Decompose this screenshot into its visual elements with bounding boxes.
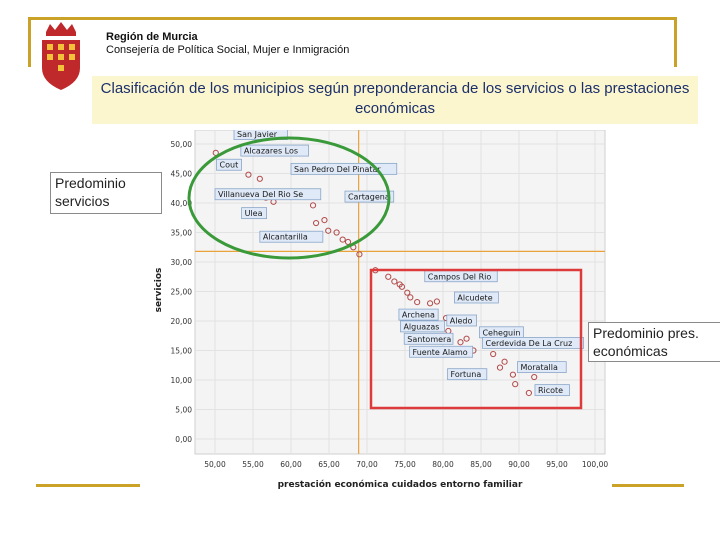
gold-rule-top bbox=[28, 17, 676, 20]
point-label-text: Fuente Alamo bbox=[413, 348, 468, 357]
point-label-text: Ricote bbox=[538, 386, 563, 395]
point-label: Fortuna bbox=[447, 368, 488, 381]
point-label: Santomera bbox=[403, 332, 454, 345]
economic-callout: Predominio pres. económicas bbox=[588, 322, 720, 362]
point-label-text: San Pedro Del Pinatar bbox=[294, 165, 381, 174]
point-label-text: Santomera bbox=[407, 335, 451, 344]
point-label: Alguazas bbox=[400, 320, 445, 333]
y-tick-label: 50,00 bbox=[171, 140, 193, 149]
region-coat-of-arms-logo bbox=[42, 22, 80, 90]
point-label: Villanueva Del Rio Se bbox=[214, 188, 322, 201]
point-label: San Pedro Del Pinatar bbox=[290, 162, 398, 175]
slide-title: Clasificación de los municipios según pr… bbox=[92, 76, 698, 124]
department-name: Consejería de Política Social, Mujer e I… bbox=[106, 44, 350, 56]
x-tick-label: 80,00 bbox=[432, 460, 454, 469]
point-label-text: Moratalla bbox=[520, 363, 557, 372]
point-label-text: Alcudete bbox=[457, 293, 492, 302]
point-label-text: Aledo bbox=[450, 317, 473, 326]
x-axis-title: prestación económica cuidados entorno fa… bbox=[278, 479, 523, 490]
x-tick-label: 75,00 bbox=[394, 460, 416, 469]
point-label-text: Villanueva Del Rio Se bbox=[218, 190, 303, 199]
point-label-text: Alguazas bbox=[403, 322, 439, 331]
point-label-text: Alcantarilla bbox=[263, 233, 308, 242]
gold-rule-bottom-left bbox=[36, 484, 140, 487]
point-label-text: Cerdevida De La Cruz bbox=[486, 339, 573, 348]
y-tick-label: 10,00 bbox=[171, 376, 193, 385]
point-label-text: Campos Del Rio bbox=[428, 272, 492, 281]
tick-labels: 50,00 55,00 60,00 65,00 70,00 75,00 80,00 85,00… bbox=[171, 140, 609, 469]
point-label: Alcazares Los bbox=[240, 144, 309, 157]
x-tick-label: 90,00 bbox=[508, 460, 530, 469]
point-label-text: San Javier bbox=[237, 130, 278, 139]
point-label: Fuente Alamo bbox=[409, 345, 473, 358]
point-label: Campos Del Rio bbox=[424, 270, 498, 283]
x-tick-label: 50,00 bbox=[204, 460, 226, 469]
x-tick-label: 60,00 bbox=[280, 460, 302, 469]
x-tick-label: 55,00 bbox=[242, 460, 264, 469]
point-label-text: Alcazares Los bbox=[244, 147, 298, 156]
y-tick-label: 40,00 bbox=[171, 199, 193, 208]
y-tick-label: 0,00 bbox=[175, 435, 192, 444]
y-axis-title: servicios bbox=[154, 268, 164, 313]
point-label: Archena bbox=[398, 308, 439, 321]
point-label-text: Cartagena bbox=[348, 193, 390, 202]
x-tick-label: 70,00 bbox=[356, 460, 378, 469]
y-tick-label: 20,00 bbox=[171, 317, 193, 326]
x-tick-label: 100,00 bbox=[582, 460, 608, 469]
x-tick-label: 65,00 bbox=[318, 460, 340, 469]
y-tick-label: 45,00 bbox=[171, 170, 193, 179]
point-label: Moratalla bbox=[517, 361, 567, 374]
y-tick-label: 30,00 bbox=[171, 258, 193, 267]
point-label: Ricote bbox=[534, 384, 570, 397]
gold-rule-bottom-right bbox=[612, 484, 684, 487]
gold-rule-left bbox=[28, 17, 31, 67]
y-tick-label: 25,00 bbox=[171, 288, 193, 297]
point-label: Cout bbox=[216, 158, 242, 171]
y-tick-label: 15,00 bbox=[171, 347, 193, 356]
point-label: Alcantarilla bbox=[259, 230, 324, 243]
point-label: Cerdevida De La Cruz bbox=[482, 337, 584, 349]
org-name: Región de Murcia bbox=[106, 31, 198, 43]
x-tick-label: 85,00 bbox=[470, 460, 492, 469]
y-tick-label: 5,00 bbox=[175, 406, 192, 415]
point-label: Ceheguin bbox=[479, 326, 524, 339]
point-label: Alcudete bbox=[453, 291, 499, 304]
point-label-text: Ulea bbox=[245, 209, 263, 218]
point-label: Ulea bbox=[241, 207, 267, 220]
point-label-text: Ceheguin bbox=[482, 328, 520, 337]
scatter-chart: 50,00 55,00 60,00 65,00 70,00 75,00 80,00 85,00… bbox=[154, 130, 609, 490]
gold-rule-right bbox=[674, 17, 677, 67]
point-label: Cartagena bbox=[344, 190, 395, 203]
point-label-text: Archena bbox=[402, 311, 435, 320]
y-tick-label: 35,00 bbox=[171, 229, 193, 238]
point-label: Aledo bbox=[446, 314, 477, 327]
point-label: San Javier bbox=[233, 130, 288, 140]
x-tick-label: 95,00 bbox=[546, 460, 568, 469]
point-label-text: Cout bbox=[220, 161, 239, 170]
point-label-text: Fortuna bbox=[451, 370, 482, 379]
services-callout: Predominio servicios bbox=[50, 172, 162, 214]
